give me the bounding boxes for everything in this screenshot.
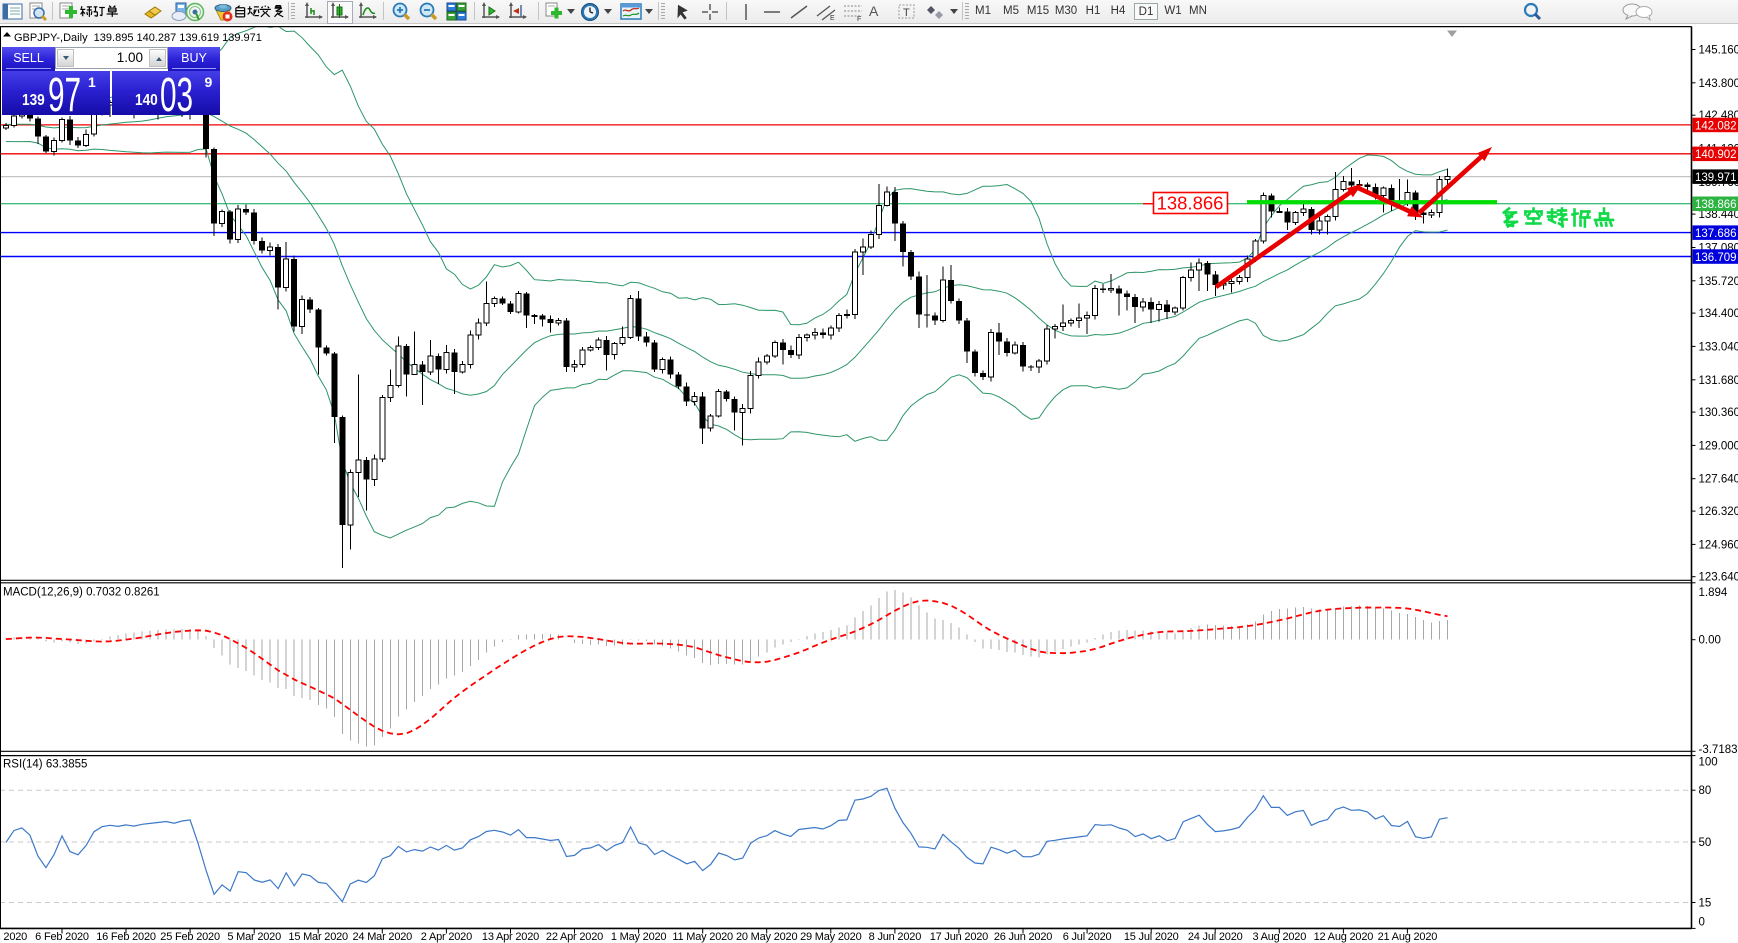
svg-text:29 May 2020: 29 May 2020 [800, 931, 861, 943]
svg-text:16 Feb 2020: 16 Feb 2020 [96, 931, 156, 943]
svg-text:134.400: 134.400 [1699, 308, 1738, 320]
svg-text:GBPJPY-,Daily 139.895 140.287: GBPJPY-,Daily 139.895 140.287 139.619 13… [14, 32, 262, 44]
svg-text:15 Mar 2020: 15 Mar 2020 [288, 931, 348, 943]
svg-text:143.800: 143.800 [1699, 78, 1738, 90]
svg-text:26 Jun 2020: 26 Jun 2020 [994, 931, 1052, 943]
svg-text:25 Feb 2020: 25 Feb 2020 [160, 931, 220, 943]
svg-text:3 Aug 2020: 3 Aug 2020 [1252, 931, 1306, 943]
svg-text:123.640: 123.640 [1699, 572, 1738, 584]
svg-text:24 Mar 2020: 24 Mar 2020 [353, 931, 413, 943]
svg-text:0: 0 [1699, 916, 1705, 928]
svg-text:15: 15 [1699, 898, 1712, 910]
svg-text:T: T [903, 7, 910, 19]
svg-text:20 May 2020: 20 May 2020 [736, 931, 797, 943]
svg-text:131.680: 131.680 [1699, 375, 1738, 387]
svg-text:13 Apr 2020: 13 Apr 2020 [482, 931, 539, 943]
svg-text:50: 50 [1699, 837, 1712, 849]
svg-text:1.894: 1.894 [1699, 587, 1728, 599]
svg-text:5 Mar 2020: 5 Mar 2020 [227, 931, 281, 943]
svg-text:135.720: 135.720 [1699, 276, 1738, 288]
svg-text:126.320: 126.320 [1699, 506, 1738, 518]
svg-text:8 Jun 2020: 8 Jun 2020 [869, 931, 922, 943]
svg-text:2 Apr 2020: 2 Apr 2020 [421, 931, 472, 943]
svg-text:24 Jul 2020: 24 Jul 2020 [1188, 931, 1243, 943]
svg-text:6 Jul 2020: 6 Jul 2020 [1063, 931, 1112, 943]
svg-text:129.000: 129.000 [1699, 440, 1738, 452]
svg-text:15 Jul 2020: 15 Jul 2020 [1124, 931, 1179, 943]
svg-text:138.866: 138.866 [1157, 193, 1224, 214]
svg-text:145.160: 145.160 [1699, 45, 1738, 57]
svg-text:17 Jun 2020: 17 Jun 2020 [930, 931, 988, 943]
svg-text:130.360: 130.360 [1699, 407, 1738, 419]
svg-text:12 Aug 2020: 12 Aug 2020 [1314, 931, 1374, 943]
svg-text:142.082: 142.082 [1695, 120, 1737, 132]
svg-text:138.866: 138.866 [1695, 199, 1737, 211]
svg-text:E: E [830, 15, 835, 22]
svg-text:139.971: 139.971 [1695, 172, 1737, 184]
svg-text:21 Aug 2020: 21 Aug 2020 [1378, 931, 1438, 943]
svg-text:100: 100 [1699, 757, 1718, 769]
svg-text:133.040: 133.040 [1699, 341, 1738, 353]
svg-text:124.960: 124.960 [1699, 539, 1738, 551]
svg-text:140.902: 140.902 [1695, 149, 1737, 161]
svg-text:138.440: 138.440 [1699, 209, 1738, 221]
svg-text:127.640: 127.640 [1699, 474, 1738, 486]
svg-text:137.686: 137.686 [1695, 228, 1737, 240]
svg-text:136.709: 136.709 [1695, 252, 1737, 264]
svg-text:22 Apr 2020: 22 Apr 2020 [546, 931, 603, 943]
svg-text:11 May 2020: 11 May 2020 [672, 931, 733, 943]
svg-text:0.00: 0.00 [1699, 635, 1721, 647]
svg-text:80: 80 [1699, 785, 1712, 797]
svg-text:F: F [857, 16, 861, 22]
svg-text:-3.7183: -3.7183 [1699, 744, 1738, 756]
svg-text:RSI(14) 63.3855: RSI(14) 63.3855 [3, 759, 87, 771]
svg-text:28 Jan 2020: 28 Jan 2020 [0, 931, 27, 943]
svg-text:6 Feb 2020: 6 Feb 2020 [35, 931, 89, 943]
svg-text:MACD(12,26,9) 0.7032 0.8261: MACD(12,26,9) 0.7032 0.8261 [3, 587, 160, 599]
svg-text:1 May 2020: 1 May 2020 [611, 931, 667, 943]
